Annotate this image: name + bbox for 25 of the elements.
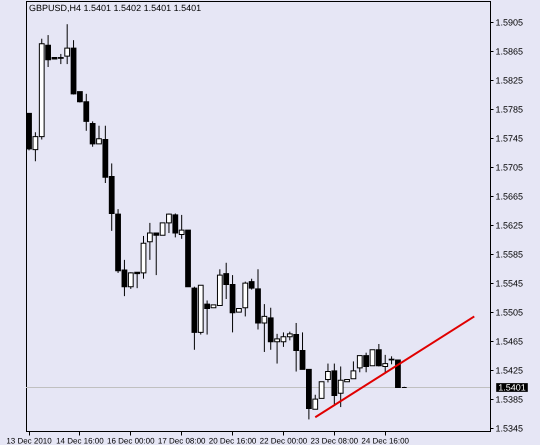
y-tick-label: 1.5625 (496, 220, 524, 231)
y-tick-label: 1.5345 (496, 424, 524, 434)
y-tick-label: 1.5705 (496, 162, 524, 173)
x-tick-label: 24 Dec 16:00 (361, 436, 410, 445)
y-tick-label: 1.5545 (496, 278, 524, 289)
y-tick-label: 1.5745 (496, 134, 524, 144)
y-tick-label: 1.5785 (496, 104, 524, 115)
y-tick-label: 1.5905 (496, 18, 524, 28)
y-tick-label: 1.5865 (496, 46, 524, 57)
chart-title: GBPUSD,H4 1.5401 1.5402 1.5401 1.5401 (29, 3, 202, 13)
y-tick-label: 1.5465 (496, 336, 524, 347)
x-tick-label: 22 Dec 00:00 (260, 436, 308, 445)
x-tick-label: 23 Dec 08:00 (310, 436, 359, 445)
x-tick-label: 14 Dec 16:00 (56, 436, 104, 445)
x-tick-label: 17 Dec 08:00 (158, 436, 206, 445)
y-tick-label: 1.5505 (496, 308, 524, 318)
y-tick-label: 1.5425 (496, 366, 524, 376)
y-tick-label: 1.5585 (496, 250, 524, 260)
ref-line-label: 1.5401 (498, 382, 526, 392)
x-tick-label: 20 Dec 16:00 (208, 436, 257, 445)
y-tick-label: 1.5825 (496, 76, 524, 86)
x-tick-label: 16 Dec 00:00 (106, 436, 156, 445)
x-tick-label: 13 Dec 2010 (6, 436, 52, 445)
y-tick-label: 1.5385 (496, 394, 524, 405)
y-tick-label: 1.5665 (496, 192, 524, 202)
